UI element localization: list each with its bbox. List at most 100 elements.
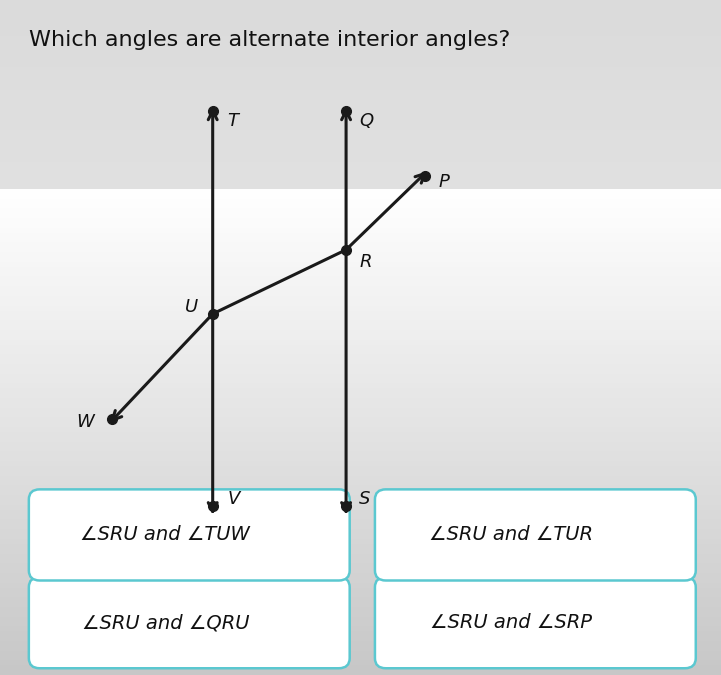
Bar (0, 247, 721, 252)
Bar (0, 388, 721, 393)
Bar (0, 544, 721, 549)
Text: V: V (227, 491, 239, 508)
Bar (0, 204, 721, 209)
Bar (0, 242, 721, 247)
Bar (0, 607, 721, 612)
Bar (0, 471, 721, 476)
FancyBboxPatch shape (29, 577, 350, 668)
Bar (0, 198, 721, 204)
Bar (0, 369, 721, 374)
Bar (0, 393, 721, 398)
FancyBboxPatch shape (29, 489, 350, 580)
Text: Which angles are alternate interior angles?: Which angles are alternate interior angl… (29, 30, 510, 51)
Bar (0, 476, 721, 481)
Bar (0, 306, 721, 311)
Bar (0, 350, 721, 354)
Bar (0, 209, 721, 213)
Bar (0, 631, 721, 636)
Text: ∠SRU and ∠SRP: ∠SRU and ∠SRP (430, 613, 593, 632)
Bar (0, 267, 721, 271)
Bar (0, 617, 721, 622)
Bar (0, 228, 721, 233)
Text: ∠SRU and ∠TUW: ∠SRU and ∠TUW (81, 525, 250, 545)
Text: T: T (227, 113, 238, 130)
Bar (0, 330, 721, 335)
Bar (0, 636, 721, 641)
Bar (0, 524, 721, 529)
Bar (0, 403, 721, 408)
Bar (0, 651, 721, 655)
Bar (0, 452, 721, 456)
Bar (0, 670, 721, 675)
Bar (0, 466, 721, 471)
Bar (0, 485, 721, 490)
Bar (0, 423, 721, 427)
Bar (0, 510, 721, 514)
Bar (0, 432, 721, 437)
Bar (0, 310, 721, 315)
Bar (0, 514, 721, 520)
Bar (0, 660, 721, 666)
Bar (0, 549, 721, 554)
Bar (0, 374, 721, 379)
Bar (0, 626, 721, 631)
Bar (0, 447, 721, 452)
Bar (0, 481, 721, 485)
Bar (0, 583, 721, 587)
Text: U: U (185, 298, 198, 316)
Bar (0, 505, 721, 510)
Text: ∠SRU and ∠QRU: ∠SRU and ∠QRU (81, 613, 249, 632)
FancyBboxPatch shape (375, 577, 696, 668)
Bar (0, 262, 721, 267)
Text: P: P (438, 173, 449, 191)
Bar (0, 646, 721, 651)
Bar (0, 456, 721, 461)
Bar (0, 291, 721, 296)
Bar (0, 238, 721, 242)
Bar (0, 461, 721, 466)
Bar (0, 655, 721, 660)
Bar (0, 612, 721, 617)
Bar (0, 666, 721, 670)
Bar (0, 320, 721, 325)
Text: ∠SRU and ∠TUR: ∠SRU and ∠TUR (430, 525, 593, 545)
Bar (0, 602, 721, 607)
Bar (0, 354, 721, 359)
Text: R: R (359, 253, 371, 271)
Bar (0, 441, 721, 447)
Bar (0, 500, 721, 505)
Bar (0, 325, 721, 330)
Bar (0, 529, 721, 534)
Bar (0, 335, 721, 340)
Text: W: W (76, 413, 94, 431)
Bar (0, 408, 721, 412)
Bar (0, 315, 721, 320)
Bar (0, 233, 721, 238)
Bar (0, 223, 721, 228)
Bar (0, 495, 721, 500)
Bar (0, 194, 721, 198)
Bar (0, 563, 721, 568)
Bar (0, 398, 721, 403)
Bar (0, 427, 721, 432)
Bar (0, 539, 721, 544)
Bar (0, 558, 721, 563)
Bar (0, 296, 721, 301)
Bar (0, 412, 721, 417)
Bar (0, 593, 721, 597)
Bar (0, 252, 721, 257)
Bar (0, 213, 721, 218)
Bar (0, 359, 721, 364)
Bar (0, 622, 721, 626)
Bar (0, 490, 721, 495)
Bar (0, 301, 721, 306)
Bar (0, 534, 721, 539)
Bar (0, 281, 721, 286)
Bar (0, 417, 721, 423)
Bar (0, 597, 721, 602)
FancyBboxPatch shape (375, 489, 696, 580)
Bar (0, 437, 721, 441)
Bar (0, 340, 721, 344)
Bar (0, 277, 721, 281)
Bar (0, 271, 721, 277)
